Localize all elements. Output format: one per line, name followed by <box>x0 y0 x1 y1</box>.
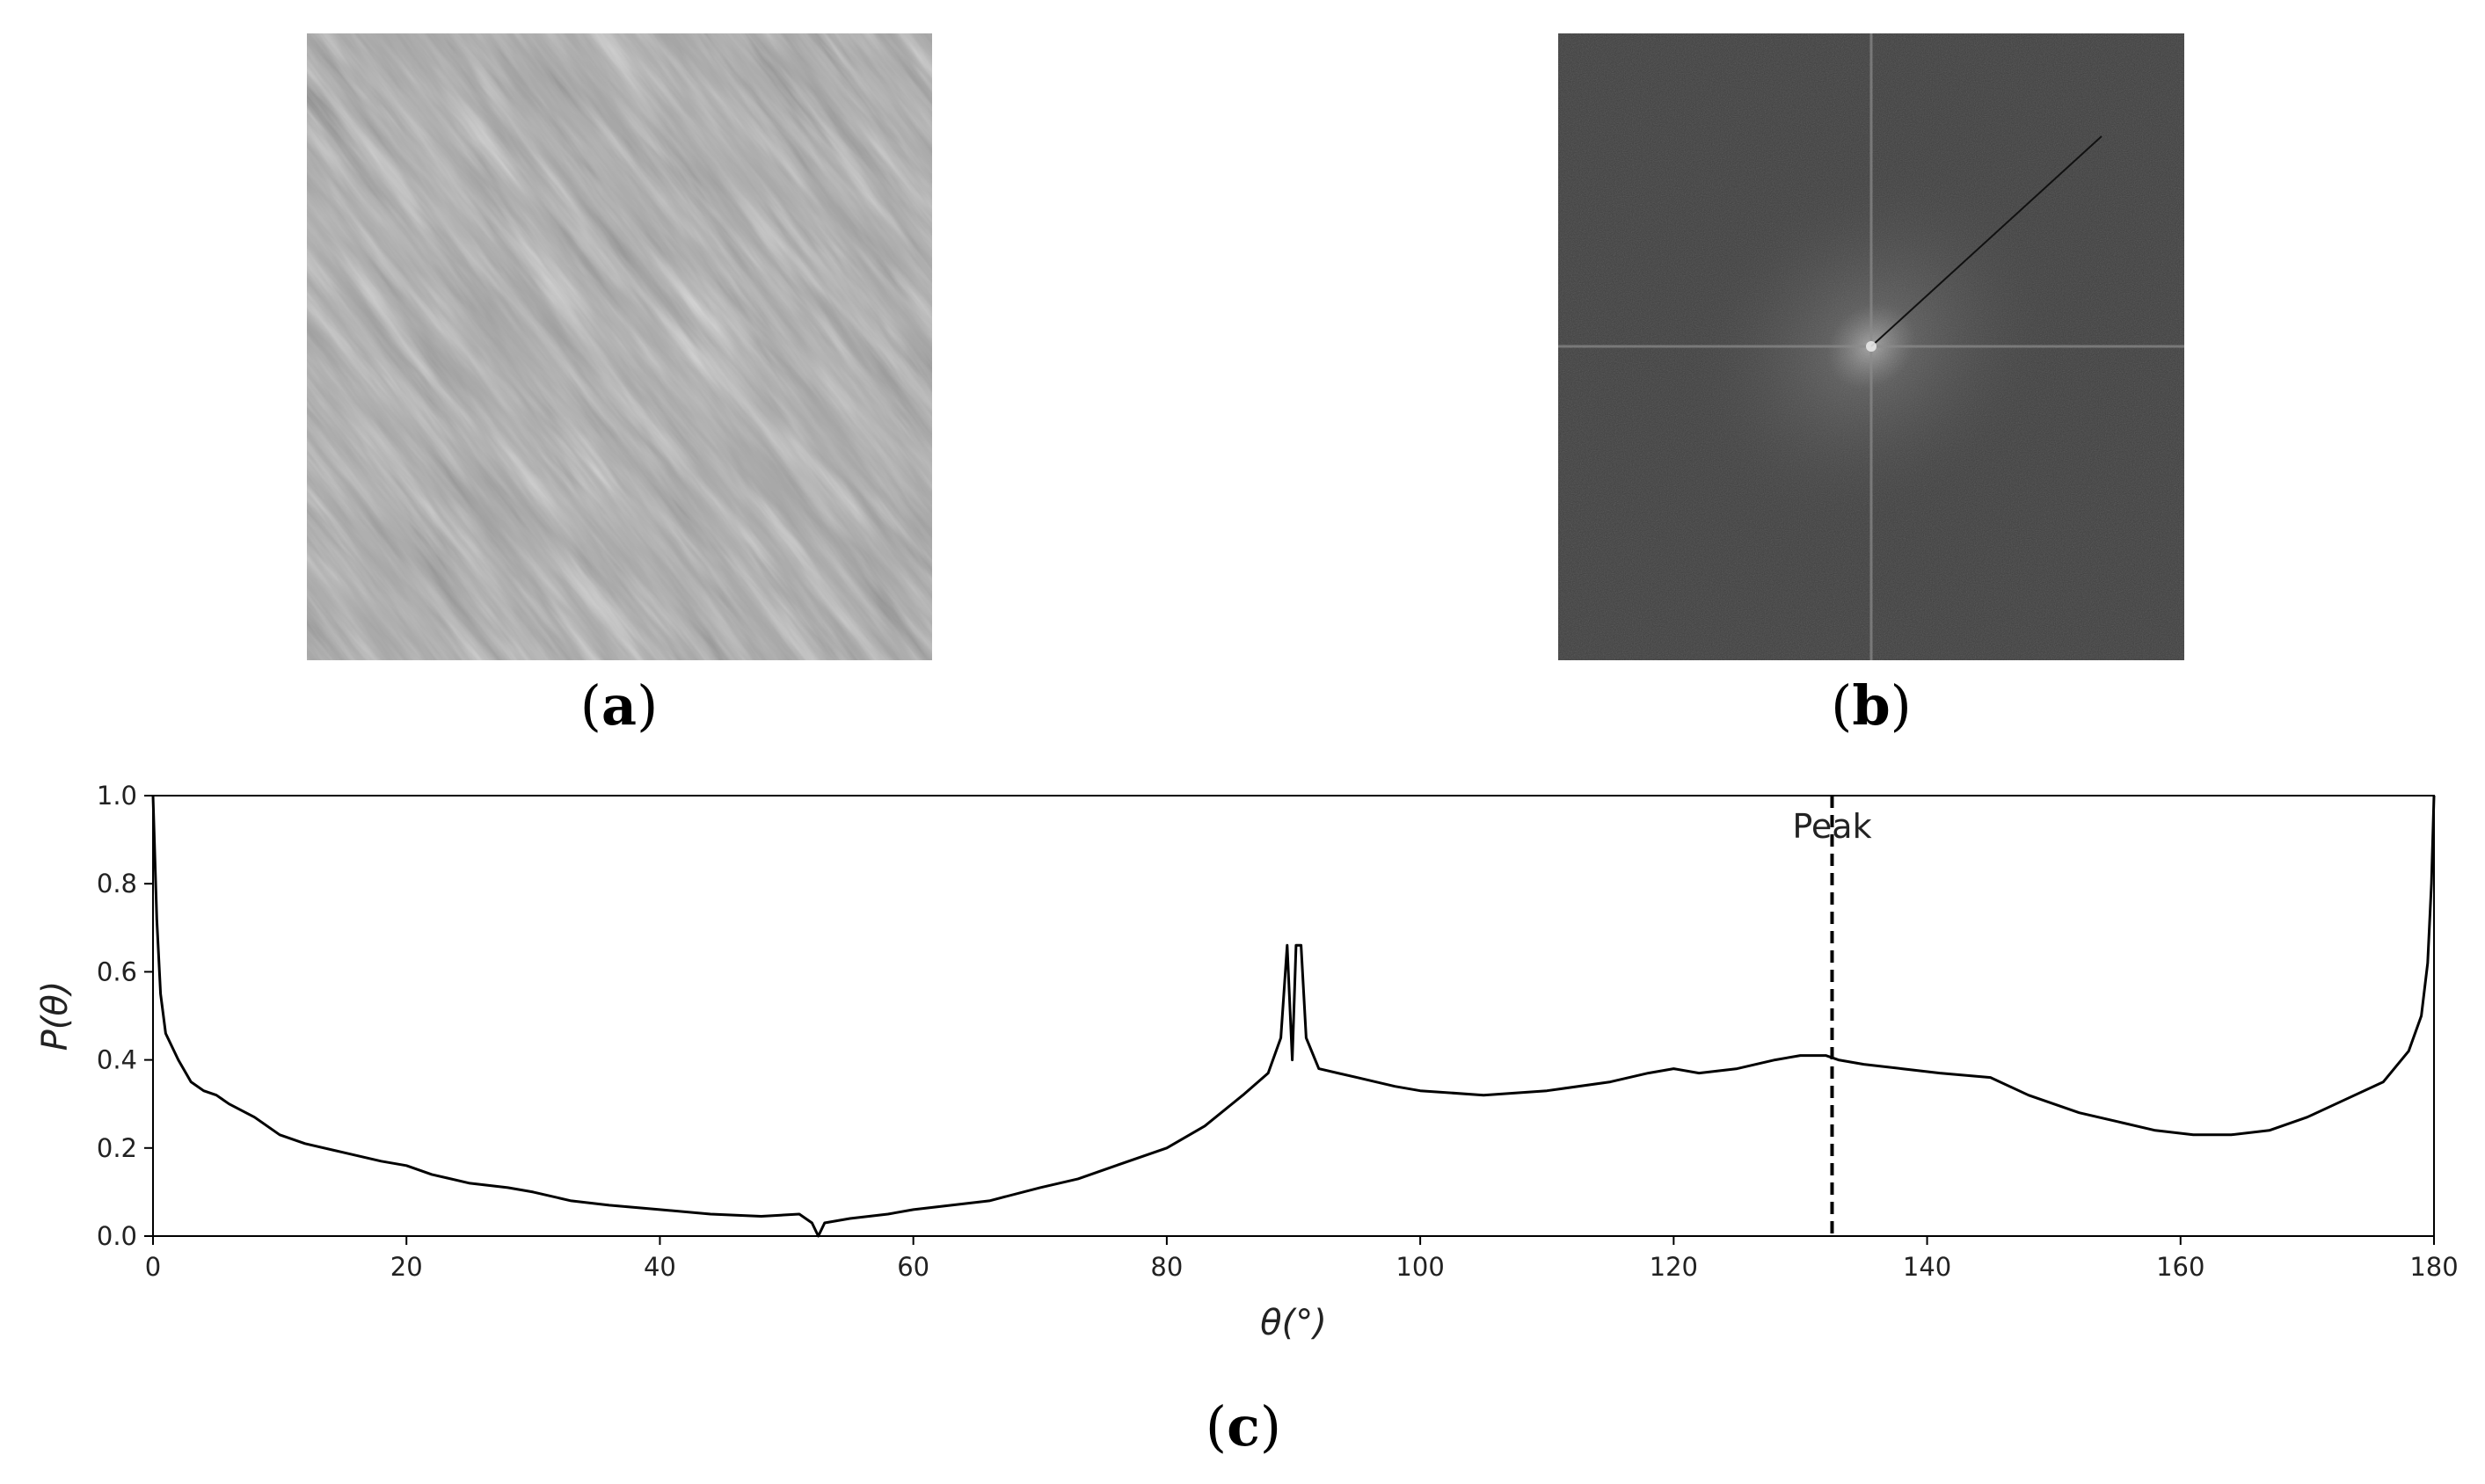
panel-a-caption: (a) <box>579 673 659 738</box>
y-tick-label: 0.8 <box>97 869 137 898</box>
orientation-chart: 0 20 40 60 80 100 120 140 160 180 0.0 0.2 0.4 0.6 0.8 1… <box>35 781 2459 1343</box>
x-tick-label: 0 <box>145 1252 161 1282</box>
y-axis-label: P(θ) <box>35 981 76 1051</box>
plot-area-frame <box>152 795 2435 1237</box>
x-axis-label: θ(°) <box>1260 1303 1327 1343</box>
x-tick-label: 100 <box>1396 1252 1444 1282</box>
x-tick-label: 40 <box>644 1252 676 1282</box>
fft-svg <box>1558 33 2184 660</box>
x-tick-label: 20 <box>390 1252 423 1282</box>
panel-b-caption: (b) <box>1831 673 1912 738</box>
peak-annotation-label: Peak <box>1792 807 1871 846</box>
y-tick-label: 0.0 <box>97 1221 137 1251</box>
texture-svg <box>307 33 932 660</box>
x-tick-label: 180 <box>2409 1252 2458 1282</box>
x-tick-label: 80 <box>1150 1252 1183 1282</box>
y-tick-label: 1.0 <box>97 781 137 811</box>
y-tick-label: 0.2 <box>97 1133 137 1163</box>
fft-spectrum-image <box>1558 33 2184 660</box>
x-tick-label: 120 <box>1650 1252 1698 1282</box>
y-tick-label: 0.6 <box>97 957 137 986</box>
y-tick-label: 0.4 <box>97 1045 137 1075</box>
orientation-distribution-line <box>151 795 2436 1238</box>
x-tick-label: 60 <box>897 1252 929 1282</box>
panel-c-caption: (c) <box>1205 1394 1282 1459</box>
x-tick-label: 140 <box>1903 1252 1951 1282</box>
texture-image <box>307 33 932 660</box>
x-tick-label: 160 <box>2156 1252 2204 1282</box>
